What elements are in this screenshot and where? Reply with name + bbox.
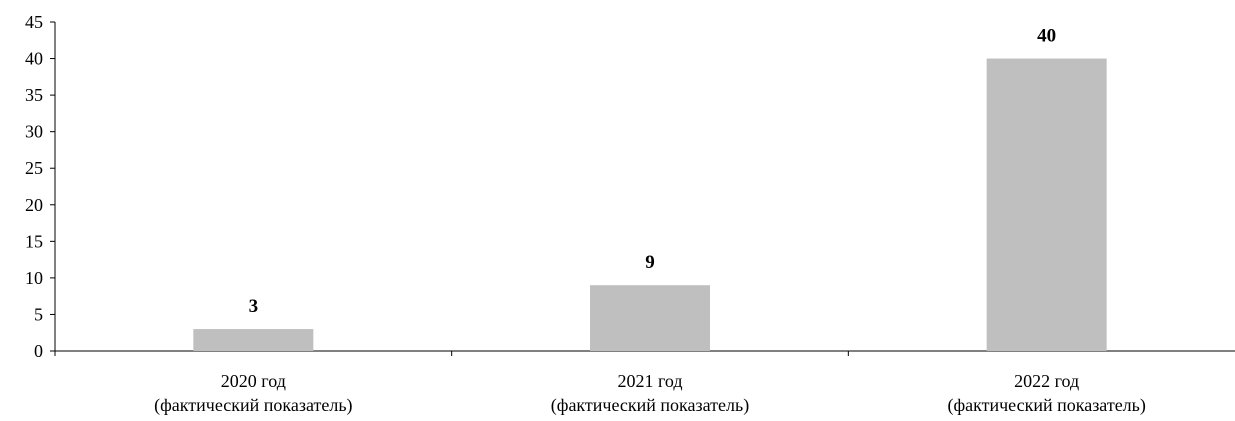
data-label: 9	[645, 252, 655, 273]
y-tick-label: 0	[34, 341, 43, 361]
bar	[193, 329, 314, 351]
y-tick-label: 10	[25, 268, 43, 288]
x-category-label: 2020 год (фактический показатель)	[154, 371, 352, 416]
y-tick-label: 40	[25, 49, 43, 69]
data-label: 40	[1037, 26, 1056, 47]
y-tick-label: 35	[25, 85, 43, 105]
y-tick-label: 15	[25, 231, 43, 251]
x-category-label: 2021 год (фактический показатель)	[551, 371, 749, 416]
x-category-label: 2022 год (фактический показатель)	[947, 371, 1145, 416]
bar	[590, 285, 710, 351]
y-tick-label: 25	[25, 158, 43, 178]
y-tick-label: 45	[25, 12, 43, 32]
y-tick-label: 5	[34, 304, 43, 324]
y-tick-label: 20	[25, 195, 43, 215]
category-labels: 2020 год (фактический показатель) 2021 год…	[154, 371, 1146, 416]
y-tick-label: 30	[25, 122, 43, 142]
bar	[986, 58, 1107, 352]
y-axis-ticks: 0 5 10 15 20 25 30 35 40 45	[25, 12, 55, 361]
data-labels: 3 9 40	[249, 26, 1057, 318]
data-label: 3	[249, 296, 259, 317]
x-axis-ticks	[54, 351, 849, 356]
bar-series	[193, 58, 1107, 352]
